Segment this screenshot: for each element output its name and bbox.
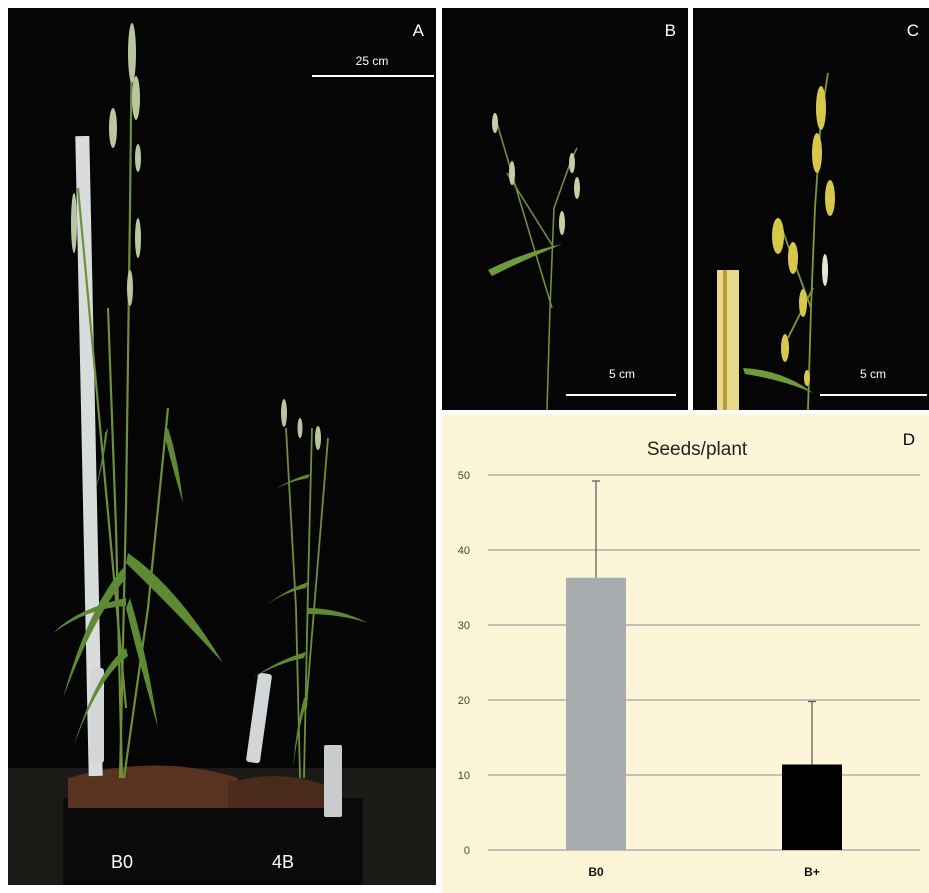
y-tick-labels: 0 10 20 30 40 50: [458, 470, 470, 857]
bar-b0: [566, 577, 626, 850]
panel-c-letter: C: [906, 21, 919, 40]
pot-label-left: B0: [111, 852, 134, 872]
seeds-bar-chart: Seeds/plant 0 10 20 30 40 50 B0 B+: [458, 439, 920, 879]
y-tick-label: 50: [458, 470, 470, 482]
y-tick-label: 10: [458, 770, 470, 782]
y-tick-label: 30: [458, 620, 470, 632]
bars: [566, 480, 842, 850]
panicle-photo-b: [442, 8, 688, 410]
y-tick-label: 0: [464, 845, 470, 857]
gridlines: [488, 474, 920, 851]
category-label: B+: [804, 865, 820, 879]
category-labels: B0 B+: [588, 865, 820, 879]
panel-b-letter: B: [664, 21, 676, 40]
panel-a-letter: A: [412, 21, 424, 40]
panel-c-panicle-closeup: C 5 cm: [693, 8, 929, 410]
panel-b-scale-label: 5 cm: [608, 367, 635, 381]
y-tick-label: 40: [458, 545, 470, 557]
panel-d-letter: D: [902, 430, 915, 449]
plants-photo-a: [8, 8, 436, 885]
bar-bplus: [782, 764, 842, 850]
panel-b-panicle-closeup: B 5 cm: [442, 8, 688, 410]
pot-label-right: 4B: [272, 852, 295, 872]
panel-d-seeds-chart: D Seeds/plant 0 10 20 30 40 50 B0 B+: [442, 414, 929, 893]
panel-c-scale-bar: [820, 394, 927, 396]
y-tick-label: 20: [458, 695, 470, 707]
category-label: B0: [588, 865, 604, 879]
panel-a-scale-bar: [312, 75, 434, 77]
panel-b-scale-bar: [566, 394, 676, 396]
panel-a-whole-plants: A 25 cm B0 4B: [8, 8, 436, 885]
chart-title: Seeds/plant: [647, 439, 748, 460]
panel-a-scale-label: 25 cm: [355, 54, 389, 68]
panicle-photo-c: [693, 8, 929, 410]
panel-c-scale-label: 5 cm: [859, 367, 886, 381]
